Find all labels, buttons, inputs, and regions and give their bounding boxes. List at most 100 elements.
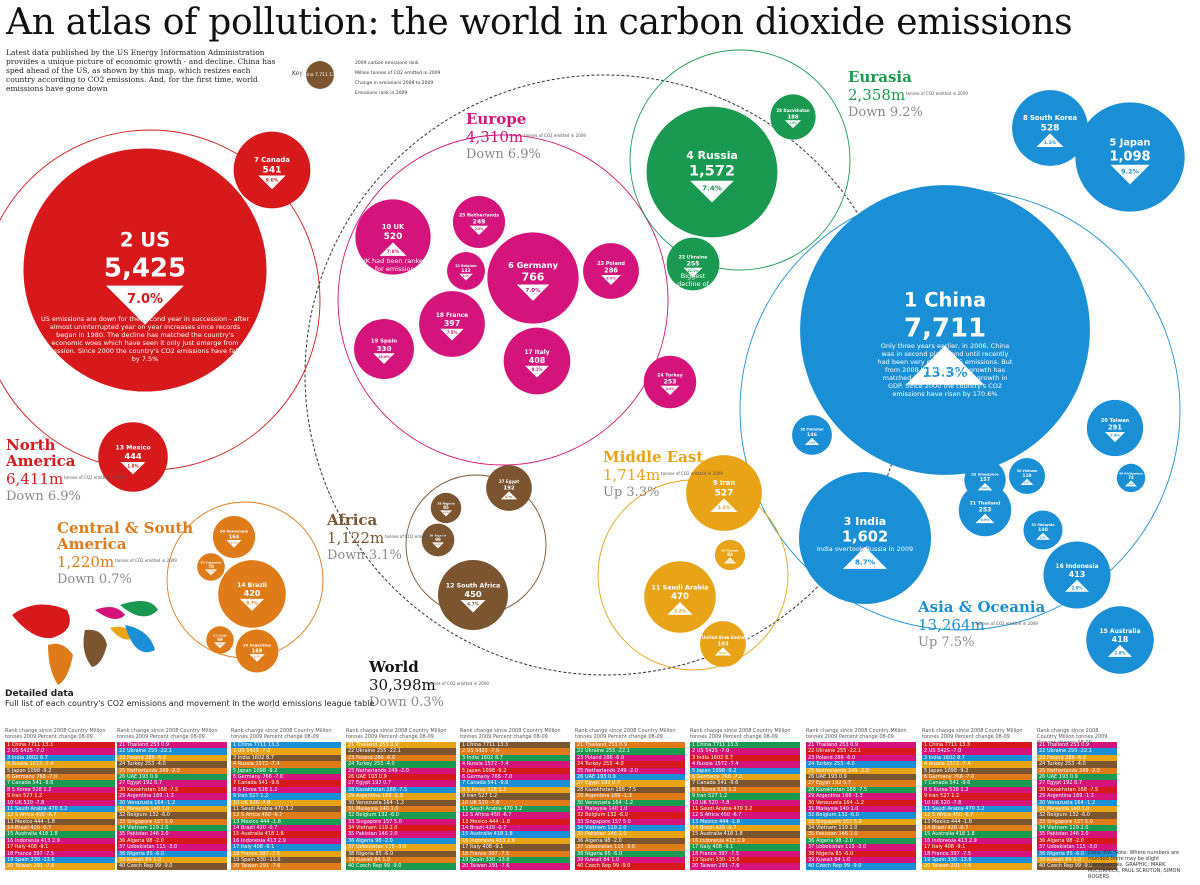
- bubble-change: 9.2%: [1121, 168, 1140, 176]
- table-row: 17 Italy 408 -9.1: [5, 844, 115, 851]
- bubble-value: 420: [244, 589, 261, 598]
- change-arrow: [683, 267, 703, 278]
- bubble-change: 7.0%: [127, 292, 163, 307]
- bubble-value: 69: [217, 637, 223, 642]
- table-row: 6 Germany 766 -7.0: [690, 773, 800, 781]
- table-row: 4 Russia 1572 -7.4: [690, 761, 800, 768]
- svg-text:Million tonnes of CO2 emitted: Million tonnes of CO2 emitted in 2009: [355, 70, 441, 76]
- bubble-change: 5.0%: [982, 486, 989, 490]
- bubble-value: 146: [807, 432, 818, 438]
- table-header: Rank change since 2008 Country Million t…: [231, 728, 332, 740]
- change-arrow: [440, 328, 464, 341]
- bubble-value: 286: [604, 267, 618, 275]
- bubble-change: 9.6%: [266, 178, 279, 184]
- bubble-value: 157: [980, 477, 991, 483]
- svg-text:Middle East: Middle East: [603, 448, 703, 466]
- table-row: 9 Iran 527 1.2: [690, 793, 800, 800]
- table-row: 13 Mexico 444 -1.8: [231, 818, 341, 826]
- change-arrow: [710, 498, 738, 512]
- table-row: 26 UAE 193 0.9: [346, 773, 456, 781]
- table-row: 32 Belgium 132 -6.0: [117, 812, 227, 819]
- table-row: 14 Brazil 420 -0.7: [460, 825, 570, 832]
- table-row: 11 Saudi Arabia 470 3.2: [460, 805, 570, 813]
- table-header: Rank change since 2008 Country Million t…: [346, 728, 447, 740]
- bubble-value: 766: [522, 271, 545, 284]
- table-row: 36 Algeria 98 -2.0: [1037, 837, 1117, 845]
- bubble-change: 2.0%: [217, 644, 223, 646]
- table-row: 14 Brazil 420 -0.7: [231, 825, 341, 832]
- table-column-block: Rank change since 2008 Country Million t…: [922, 728, 1032, 870]
- bubble-value: 527: [715, 488, 734, 498]
- table-row: 3 India 1602 8.7: [460, 754, 570, 762]
- svg-text:1,122m: 1,122m: [327, 529, 384, 547]
- table-row: 37 Uzbekistan 115 -3.0: [1037, 844, 1117, 851]
- table-row: 31 Malaysia 140 1.0: [117, 805, 227, 813]
- bubble-name: 54 Colombia: [201, 560, 222, 564]
- change-arrow: [226, 540, 242, 548]
- table-row: 22 Ukraine 255 -22.1: [575, 748, 685, 755]
- table-row: 18 France 397 -7.5: [231, 850, 341, 858]
- bubble-value: 98: [435, 537, 441, 542]
- change-arrow: [214, 642, 226, 649]
- table-row: 7 Canada 541 -9.6: [231, 780, 341, 787]
- table-row: 33 Singapore 157 5.0: [117, 818, 227, 826]
- table-row: 12 S Africa 450 -6.7: [5, 812, 115, 819]
- bubble-change: 1.0%: [208, 571, 214, 573]
- svg-text:Asia & Oceania: Asia & Oceania: [917, 598, 1046, 616]
- svg-text:tonnes of CO2 emitted in 2009: tonnes of CO2 emitted in 2009: [906, 91, 968, 96]
- bubble-change: 6.0%: [463, 275, 470, 278]
- bubble-change: 0.9%: [719, 651, 727, 655]
- bubble-name: 17 Italy: [524, 349, 549, 356]
- svg-text:Up 7.5%: Up 7.5%: [918, 635, 974, 650]
- bubble-change: 7.5%: [447, 330, 458, 335]
- table-row: 3 India 1602 8.7: [5, 754, 115, 762]
- table-row: 25 Netherlands 249 -2.0: [1037, 767, 1117, 774]
- bubble-value: 188: [787, 114, 798, 120]
- table-row: 11 Saudi Arabia 470 3.2: [5, 805, 115, 813]
- table-row: 36 Algeria 98 -2.0: [117, 837, 227, 845]
- table-row: 23 Poland 286 -6.0: [575, 754, 685, 762]
- bubble-value: 1,098: [1109, 149, 1150, 164]
- table-row: 19 Spain 330 -13.6: [690, 857, 800, 864]
- bubble-value: 470: [671, 592, 689, 602]
- bubble-name: 3 India: [844, 515, 886, 528]
- bubble-change: 9.1%: [532, 367, 543, 372]
- table-column-block: Rank change since 2008 Country Million t…: [117, 728, 227, 870]
- table-row: 31 Malaysia 140 1.0: [806, 805, 916, 813]
- svg-text:America: America: [5, 452, 76, 470]
- bubble-value: 255: [686, 261, 699, 268]
- bubble-change: 0.9%: [981, 518, 991, 522]
- change-arrow: [804, 437, 820, 445]
- svg-text:2009 carbon emissions rank: 2009 carbon emissions rank: [355, 60, 419, 66]
- table-row: 28 Kazakhstan 188 -7.5: [806, 786, 916, 794]
- bubble-value: 520: [384, 232, 403, 242]
- bubble-change: 1.0%: [1040, 536, 1047, 539]
- change-arrow: [1125, 480, 1137, 487]
- table-row: 40 Czech Rep 99 -9.0: [806, 863, 916, 870]
- bubble-change: 8.7%: [855, 557, 876, 566]
- table-row: 18 France 397 -7.5: [460, 850, 570, 858]
- table-row: 23 Poland 286 -6.0: [806, 754, 916, 762]
- bubble-name: 28 Kazakhstan: [776, 108, 809, 113]
- table-row: 2 US 5425 -7.0: [690, 748, 800, 755]
- change-arrow: [660, 385, 680, 396]
- table-row: 21 Thailand 253 0.9: [117, 742, 227, 749]
- bubble-name: 19 Spain: [371, 339, 397, 345]
- svg-text:tonnes of CO2 emitted in 2009: tonnes of CO2 emitted in 2009: [427, 681, 489, 686]
- bubble-name: 16 Indonesia: [1055, 563, 1098, 570]
- table-row: 7 Canada 541 -9.6: [922, 780, 1032, 787]
- table-row: 11 Saudi Arabia 470 3.2: [690, 805, 800, 813]
- table-header: Rank change since 2008 Country Million t…: [460, 728, 561, 740]
- change-arrow: [120, 461, 146, 475]
- table-row: 37 Uzbekistan 115 -3.0: [806, 844, 916, 851]
- note-india: India overtook Russia in 2009: [817, 545, 913, 553]
- svg-text:Up 3.3%: Up 3.3%: [603, 485, 659, 500]
